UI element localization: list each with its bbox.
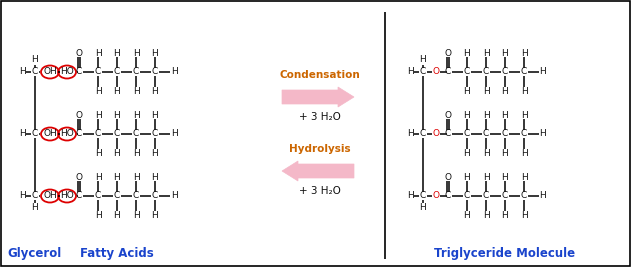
Text: H: H <box>521 49 528 57</box>
Text: H: H <box>502 172 509 182</box>
Text: H: H <box>502 148 509 158</box>
Text: H: H <box>151 111 158 120</box>
Text: H: H <box>19 191 25 201</box>
Text: H: H <box>502 87 509 96</box>
Text: H: H <box>483 172 490 182</box>
Text: H: H <box>521 87 528 96</box>
Text: H: H <box>521 111 528 120</box>
Text: OH: OH <box>43 129 57 139</box>
Text: H: H <box>502 111 509 120</box>
Text: H: H <box>464 148 470 158</box>
Text: H: H <box>406 191 413 201</box>
Text: H: H <box>170 68 177 77</box>
Text: C: C <box>420 68 426 77</box>
Text: C: C <box>464 129 470 139</box>
Text: H: H <box>502 49 509 57</box>
Text: H: H <box>464 111 470 120</box>
Text: H: H <box>95 87 102 96</box>
Text: H: H <box>151 172 158 182</box>
Text: HO: HO <box>60 129 74 139</box>
FancyArrow shape <box>282 87 354 107</box>
Text: H: H <box>464 172 470 182</box>
Text: H: H <box>483 148 490 158</box>
Text: C: C <box>152 191 158 201</box>
Text: C: C <box>445 129 451 139</box>
Text: H: H <box>170 129 177 139</box>
Text: H: H <box>521 148 528 158</box>
Text: O: O <box>444 111 452 120</box>
Text: H: H <box>133 111 139 120</box>
Text: C: C <box>152 68 158 77</box>
Text: C: C <box>445 68 451 77</box>
Text: H: H <box>95 111 102 120</box>
Text: O: O <box>432 191 440 201</box>
Text: C: C <box>32 191 38 201</box>
Text: C: C <box>32 68 38 77</box>
Text: C: C <box>502 129 508 139</box>
Text: H: H <box>502 210 509 219</box>
Text: H: H <box>95 49 102 57</box>
Text: H: H <box>483 87 490 96</box>
Text: C: C <box>95 191 101 201</box>
Text: C: C <box>114 129 120 139</box>
Text: C: C <box>133 191 139 201</box>
Text: C: C <box>76 129 82 139</box>
Text: HO: HO <box>60 68 74 77</box>
Text: C: C <box>521 129 527 139</box>
Text: H: H <box>151 87 158 96</box>
Text: H: H <box>32 203 38 213</box>
Text: C: C <box>95 129 101 139</box>
Text: C: C <box>152 129 158 139</box>
Text: C: C <box>133 68 139 77</box>
Text: H: H <box>464 49 470 57</box>
Text: C: C <box>133 129 139 139</box>
Text: H: H <box>521 172 528 182</box>
Text: C: C <box>32 129 38 139</box>
Text: O: O <box>76 111 83 120</box>
Text: OH: OH <box>43 68 57 77</box>
Text: O: O <box>444 49 452 57</box>
Text: H: H <box>483 111 490 120</box>
Text: H: H <box>32 56 38 65</box>
Text: C: C <box>114 191 120 201</box>
Text: H: H <box>114 210 121 219</box>
FancyArrow shape <box>282 161 354 181</box>
Text: H: H <box>483 49 490 57</box>
Text: H: H <box>406 68 413 77</box>
Text: H: H <box>95 210 102 219</box>
Text: H: H <box>19 68 25 77</box>
Text: + 3 H₂O: + 3 H₂O <box>299 112 341 122</box>
Text: C: C <box>464 68 470 77</box>
Text: H: H <box>114 87 121 96</box>
Text: HO: HO <box>60 191 74 201</box>
Text: H: H <box>114 148 121 158</box>
Text: C: C <box>76 191 82 201</box>
Text: Fatty Acids: Fatty Acids <box>80 246 154 260</box>
Text: C: C <box>502 191 508 201</box>
Text: H: H <box>170 191 177 201</box>
Text: H: H <box>540 129 546 139</box>
Text: H: H <box>95 172 102 182</box>
Text: H: H <box>19 129 25 139</box>
Text: H: H <box>464 210 470 219</box>
Text: C: C <box>521 191 527 201</box>
Text: H: H <box>151 148 158 158</box>
Text: + 3 H₂O: + 3 H₂O <box>299 186 341 196</box>
Text: C: C <box>76 68 82 77</box>
Text: OH: OH <box>43 191 57 201</box>
Text: H: H <box>521 210 528 219</box>
Text: O: O <box>76 172 83 182</box>
Text: H: H <box>540 68 546 77</box>
Text: C: C <box>420 191 426 201</box>
Text: Condensation: Condensation <box>280 70 360 80</box>
Text: O: O <box>432 68 440 77</box>
Text: H: H <box>540 191 546 201</box>
Text: H: H <box>420 56 427 65</box>
Text: O: O <box>76 49 83 57</box>
Text: H: H <box>406 129 413 139</box>
Text: O: O <box>444 172 452 182</box>
Text: Triglyceride Molecule: Triglyceride Molecule <box>434 246 575 260</box>
Text: C: C <box>95 68 101 77</box>
Text: Glycerol: Glycerol <box>8 246 62 260</box>
